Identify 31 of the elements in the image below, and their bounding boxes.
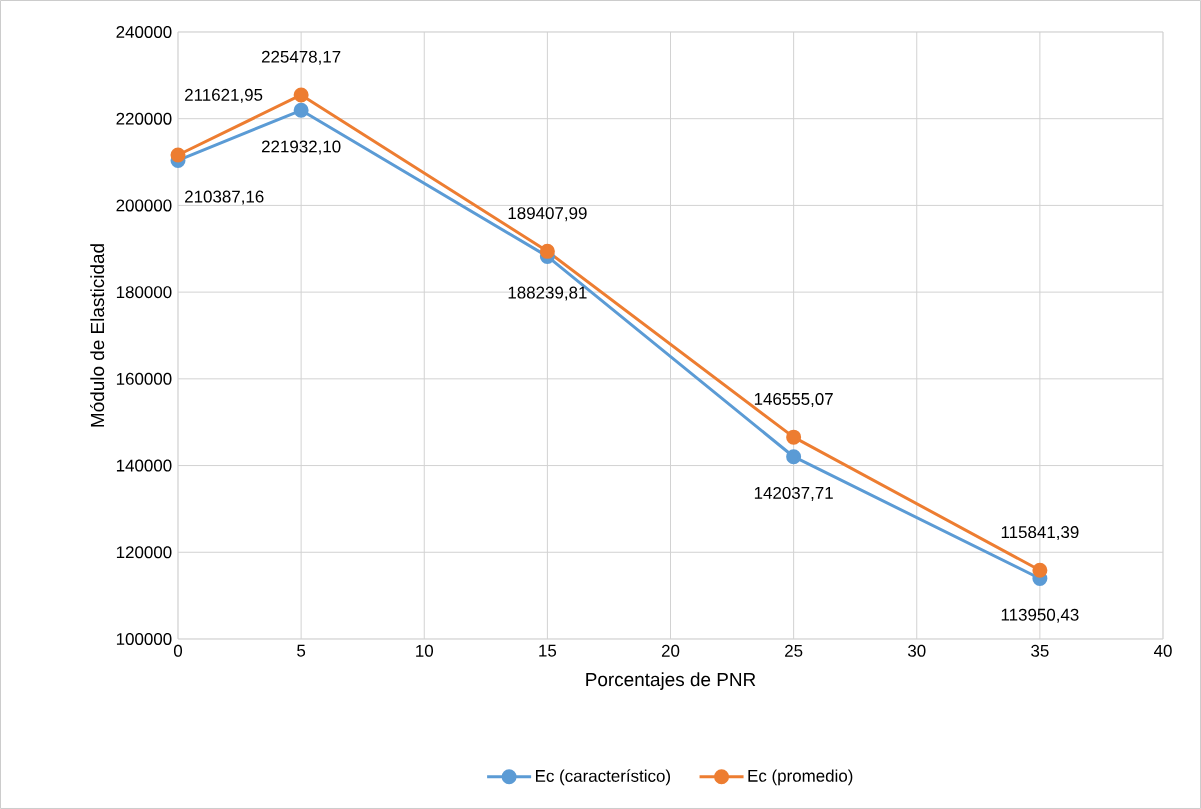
data-label: 221932,10 bbox=[261, 140, 341, 155]
y-tick-label: 180000 bbox=[116, 286, 172, 299]
y-tick-label: 100000 bbox=[116, 632, 172, 645]
data-label: 115841,39 bbox=[1001, 526, 1079, 541]
x-tick-label: 15 bbox=[539, 644, 557, 657]
data-label: 113950,43 bbox=[1001, 608, 1079, 623]
x-tick-label: 35 bbox=[1031, 644, 1049, 657]
data-label: 189407,99 bbox=[508, 207, 587, 222]
data-label: 211621,95 bbox=[185, 88, 263, 103]
legend-label: Ec (promedio) bbox=[748, 769, 853, 786]
x-tick-label: 40 bbox=[1153, 644, 1172, 657]
x-axis-title: Porcentajes de PNR bbox=[586, 672, 756, 690]
data-label: 188239,81 bbox=[508, 286, 587, 301]
x-tick-label: 25 bbox=[785, 644, 803, 657]
y-tick-label: 120000 bbox=[116, 546, 172, 559]
x-tick-label: 20 bbox=[661, 644, 680, 657]
x-tick-label: 10 bbox=[416, 644, 434, 657]
data-label: 146555,07 bbox=[754, 392, 833, 407]
y-axis-title: Módulo de Elasticidad bbox=[90, 244, 105, 427]
data-label: 210387,16 bbox=[185, 190, 264, 205]
y-tick-label: 140000 bbox=[116, 459, 172, 472]
y-tick-label: 200000 bbox=[116, 199, 172, 212]
y-tick-label: 160000 bbox=[116, 372, 172, 385]
data-label: 142037,71 bbox=[754, 486, 833, 501]
x-tick-label: 5 bbox=[297, 644, 306, 657]
y-tick-label: 240000 bbox=[116, 25, 172, 38]
x-tick-label: 30 bbox=[907, 644, 926, 657]
y-tick-label: 220000 bbox=[116, 112, 172, 125]
x-tick-label: 0 bbox=[173, 644, 183, 657]
legend-label: Ec (característico) bbox=[536, 769, 670, 786]
data-label: 225478,17 bbox=[261, 50, 341, 65]
